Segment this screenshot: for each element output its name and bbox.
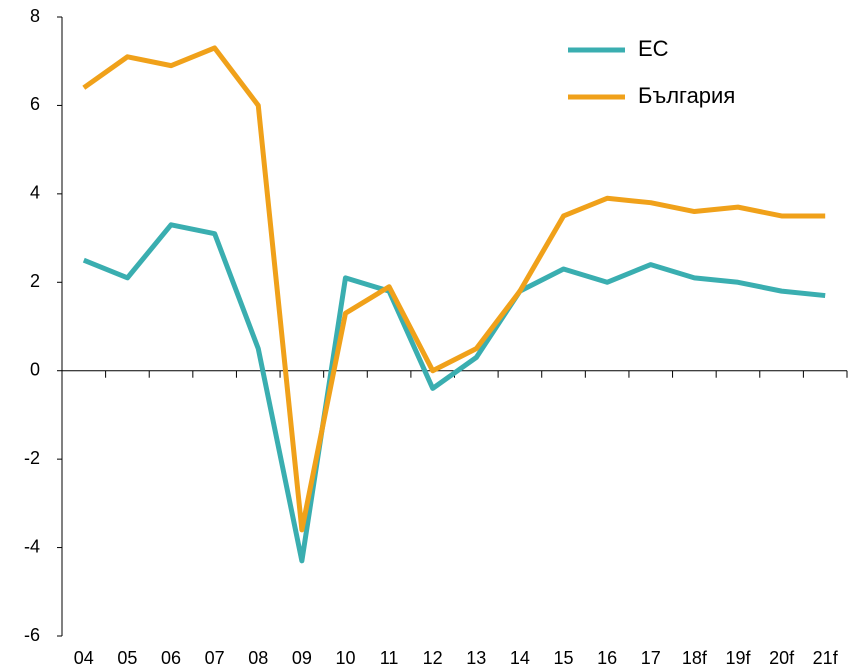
series-line bbox=[82, 222, 826, 564]
x-tick-label: 07 bbox=[205, 648, 225, 668]
x-tick-label: 11 bbox=[380, 648, 399, 668]
x-tick-label: 20f bbox=[769, 648, 795, 668]
y-tick-label: 4 bbox=[30, 183, 40, 203]
x-tick-label: 13 bbox=[466, 648, 486, 668]
y-tick-label: -2 bbox=[24, 448, 40, 468]
legend-label: България bbox=[638, 83, 735, 108]
x-tick-label: 16 bbox=[597, 648, 617, 668]
x-tick-label: 14 bbox=[510, 648, 530, 668]
y-tick-label: 0 bbox=[30, 359, 40, 379]
x-tick-label: 06 bbox=[161, 648, 181, 668]
x-tick-label: 05 bbox=[117, 648, 137, 668]
x-tick-label: 09 bbox=[292, 648, 312, 668]
legend-label: ЕС bbox=[638, 36, 669, 61]
y-tick-label: -4 bbox=[24, 536, 40, 556]
y-tick-label: 2 bbox=[30, 271, 40, 291]
x-tick-label: 19f bbox=[725, 648, 751, 668]
y-tick-label: -6 bbox=[24, 625, 40, 645]
x-tick-label: 10 bbox=[335, 648, 355, 668]
series-line bbox=[82, 45, 826, 533]
x-tick-label: 15 bbox=[554, 648, 574, 668]
x-tick-label: 18f bbox=[682, 648, 708, 668]
x-tick-label: 17 bbox=[641, 648, 661, 668]
y-tick-label: 6 bbox=[30, 94, 40, 114]
x-tick-label: 08 bbox=[248, 648, 268, 668]
y-tick-label: 8 bbox=[30, 6, 40, 26]
x-tick-label: 04 bbox=[74, 648, 94, 668]
x-tick-label: 21f bbox=[813, 648, 839, 668]
x-tick-label: 12 bbox=[423, 648, 443, 668]
